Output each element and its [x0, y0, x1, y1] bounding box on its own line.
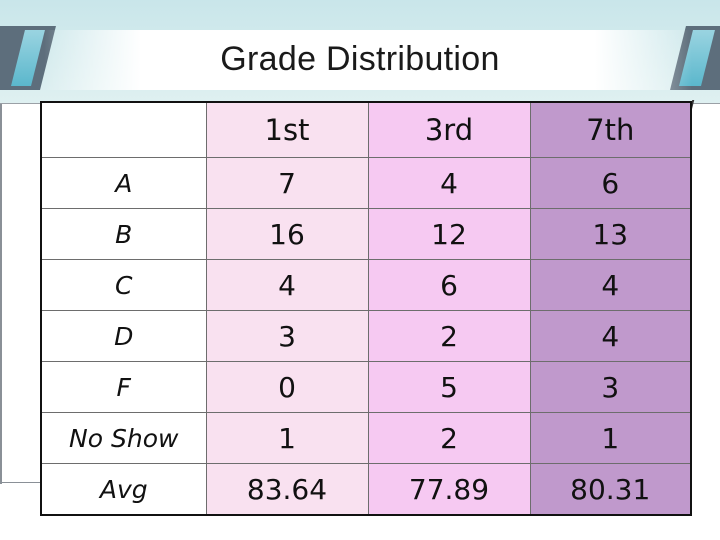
cell-3rd: 77.89 [367, 463, 531, 516]
cell-7th: 13 [529, 208, 692, 260]
cell-1st: 16 [205, 208, 369, 260]
table-row: Avg 83.64 77.89 80.31 [40, 463, 692, 516]
cell-3rd: 2 [367, 310, 531, 362]
table-row: C 4 6 4 [40, 259, 692, 311]
cell-3rd: 4 [367, 157, 531, 209]
row-label: No Show [40, 412, 207, 464]
row-label: B [40, 208, 207, 260]
table-row: A 7 4 6 [40, 157, 692, 209]
row-label: A [40, 157, 207, 209]
cell-7th: 6 [529, 157, 692, 209]
title-banner [0, 0, 720, 104]
table-row: B 16 12 13 [40, 208, 692, 260]
cell-1st: 0 [205, 361, 369, 413]
cell-7th: 80.31 [529, 463, 692, 516]
row-label: C [40, 259, 207, 311]
bottom-left-line [0, 482, 40, 483]
header-3rd: 3rd [367, 101, 531, 158]
left-border-line [0, 104, 2, 484]
title-background [44, 30, 692, 90]
table-row: D 3 2 4 [40, 310, 692, 362]
row-label: F [40, 361, 207, 413]
row-label: D [40, 310, 207, 362]
page-title: Grade Distribution [220, 40, 500, 78]
cell-3rd: 6 [367, 259, 531, 311]
cell-7th: 4 [529, 259, 692, 311]
row-label: Avg [40, 463, 207, 516]
cell-7th: 4 [529, 310, 692, 362]
cell-3rd: 2 [367, 412, 531, 464]
grade-distribution-table: 1st 3rd 7th A 7 4 6 B 16 12 13 C 4 6 4 D… [40, 101, 692, 516]
cell-7th: 1 [529, 412, 692, 464]
header-corner-cell [40, 101, 207, 158]
cell-1st: 4 [205, 259, 369, 311]
cell-3rd: 12 [367, 208, 531, 260]
cell-3rd: 5 [367, 361, 531, 413]
header-7th: 7th [529, 101, 692, 158]
cell-1st: 1 [205, 412, 369, 464]
table-header-row: 1st 3rd 7th [40, 101, 692, 158]
cell-1st: 83.64 [205, 463, 369, 516]
cell-1st: 3 [205, 310, 369, 362]
cell-1st: 7 [205, 157, 369, 209]
cell-7th: 3 [529, 361, 692, 413]
table-row: F 0 5 3 [40, 361, 692, 413]
header-1st: 1st [205, 101, 369, 158]
table-row: No Show 1 2 1 [40, 412, 692, 464]
